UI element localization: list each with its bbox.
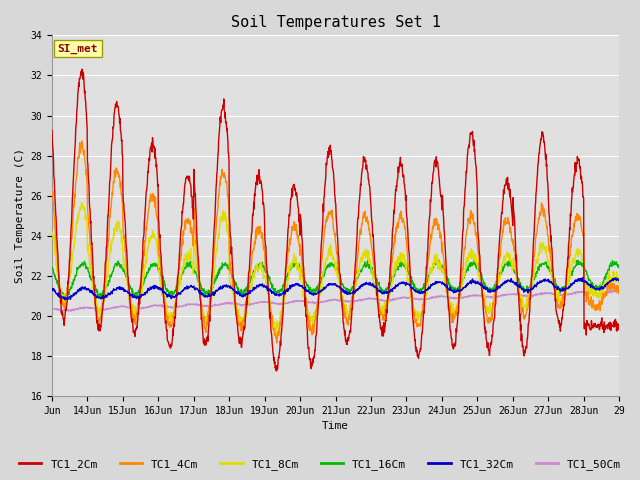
Y-axis label: Soil Temperature (C): Soil Temperature (C) [15,148,25,283]
Legend: TC1_2Cm, TC1_4Cm, TC1_8Cm, TC1_16Cm, TC1_32Cm, TC1_50Cm: TC1_2Cm, TC1_4Cm, TC1_8Cm, TC1_16Cm, TC1… [15,455,625,474]
X-axis label: Time: Time [322,421,349,432]
Text: SI_met: SI_met [58,44,98,54]
Title: Soil Temperatures Set 1: Soil Temperatures Set 1 [230,15,440,30]
